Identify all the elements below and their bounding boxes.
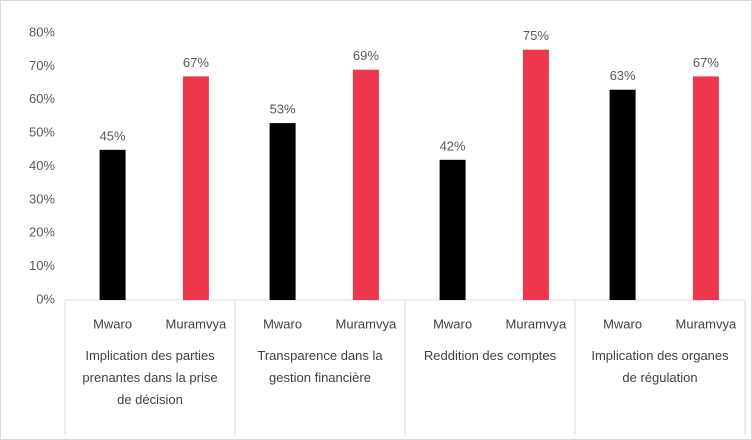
sub-category-label: Muramvya	[676, 316, 737, 331]
data-label: 67%	[693, 55, 719, 70]
y-tick-label: 70%	[29, 58, 55, 73]
y-tick-label: 40%	[29, 158, 55, 173]
data-label: 69%	[353, 48, 379, 63]
sub-category-label: Mwaro	[263, 316, 302, 331]
sub-category-label: Muramvya	[336, 316, 397, 331]
bar	[439, 159, 466, 300]
bar	[99, 149, 126, 300]
category-label: Transparence dans la gestion financière	[257, 348, 383, 385]
sub-category-label: Mwaro	[433, 316, 472, 331]
data-label: 63%	[610, 68, 636, 83]
y-tick-label: 0%	[36, 291, 55, 306]
y-tick-label: 30%	[29, 191, 55, 206]
data-label: 53%	[270, 102, 296, 117]
sub-category-label: Muramvya	[506, 316, 567, 331]
bar	[522, 49, 549, 300]
y-tick-label: 80%	[29, 24, 55, 39]
bar	[352, 69, 379, 301]
data-label: 67%	[183, 55, 209, 70]
data-label: 45%	[100, 128, 126, 143]
data-label: 75%	[523, 28, 549, 43]
bar	[692, 76, 719, 300]
data-label: 42%	[440, 138, 466, 153]
bar	[609, 89, 636, 300]
bar	[182, 76, 209, 300]
sub-category-label: Muramvya	[166, 316, 227, 331]
y-tick-label: 20%	[29, 225, 55, 240]
y-tick-label: 10%	[29, 258, 55, 273]
y-tick-label: 50%	[29, 125, 55, 140]
sub-category-label: Mwaro	[603, 316, 642, 331]
sub-category-label: Mwaro	[93, 316, 132, 331]
bar	[269, 123, 296, 300]
category-label: Implication des organes de régulation	[591, 348, 729, 385]
category-label: Implication des parties prenantes dans l…	[82, 348, 218, 407]
category-label: Reddition des comptes	[423, 348, 557, 363]
y-tick-label: 60%	[29, 91, 55, 106]
